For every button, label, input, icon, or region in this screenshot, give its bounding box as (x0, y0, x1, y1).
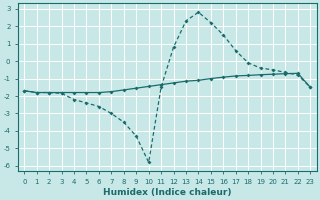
X-axis label: Humidex (Indice chaleur): Humidex (Indice chaleur) (103, 188, 232, 197)
